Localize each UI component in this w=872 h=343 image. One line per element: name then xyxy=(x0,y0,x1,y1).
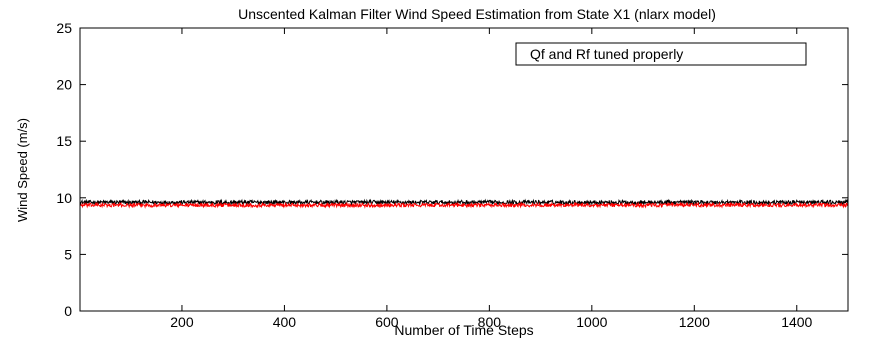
x-tick-label: 1400 xyxy=(781,314,812,330)
y-ticks: 0 5 10 15 20 25 xyxy=(56,20,848,319)
annotation-text: Qf and Rf tuned properly xyxy=(530,46,683,62)
y-tick-label: 10 xyxy=(56,190,72,206)
x-tick-label: 800 xyxy=(478,314,502,330)
series-line-2 xyxy=(79,201,849,209)
x-axis-label: Number of Time Steps xyxy=(394,322,533,338)
x-tick-label: 600 xyxy=(375,314,399,330)
y-tick-label: 25 xyxy=(56,20,72,36)
annotation-box: Qf and Rf tuned properly xyxy=(515,42,807,66)
series-line-1 xyxy=(79,198,849,207)
y-tick-label: 15 xyxy=(56,133,72,149)
x-tick-label: 200 xyxy=(170,314,194,330)
y-tick-label: 20 xyxy=(56,77,72,93)
x-tick-label: 400 xyxy=(273,314,297,330)
y-axis-label: Wind Speed (m/s) xyxy=(15,118,30,222)
x-tick-label: 1000 xyxy=(576,314,607,330)
plot-area: 200 400 600 800 1000 1200 1400 0 5 10 15 20 25 xyxy=(56,20,849,330)
y-tick-label: 0 xyxy=(64,303,72,319)
y-tick-label: 5 xyxy=(64,246,72,262)
axes-box xyxy=(79,27,849,312)
x-ticks: 200 400 600 800 1000 1200 1400 xyxy=(170,28,813,330)
chart-title: Unscented Kalman Filter Wind Speed Estim… xyxy=(238,6,716,22)
series-layer xyxy=(79,198,849,209)
x-tick-label: 1200 xyxy=(679,314,710,330)
annotation-border xyxy=(515,42,807,66)
